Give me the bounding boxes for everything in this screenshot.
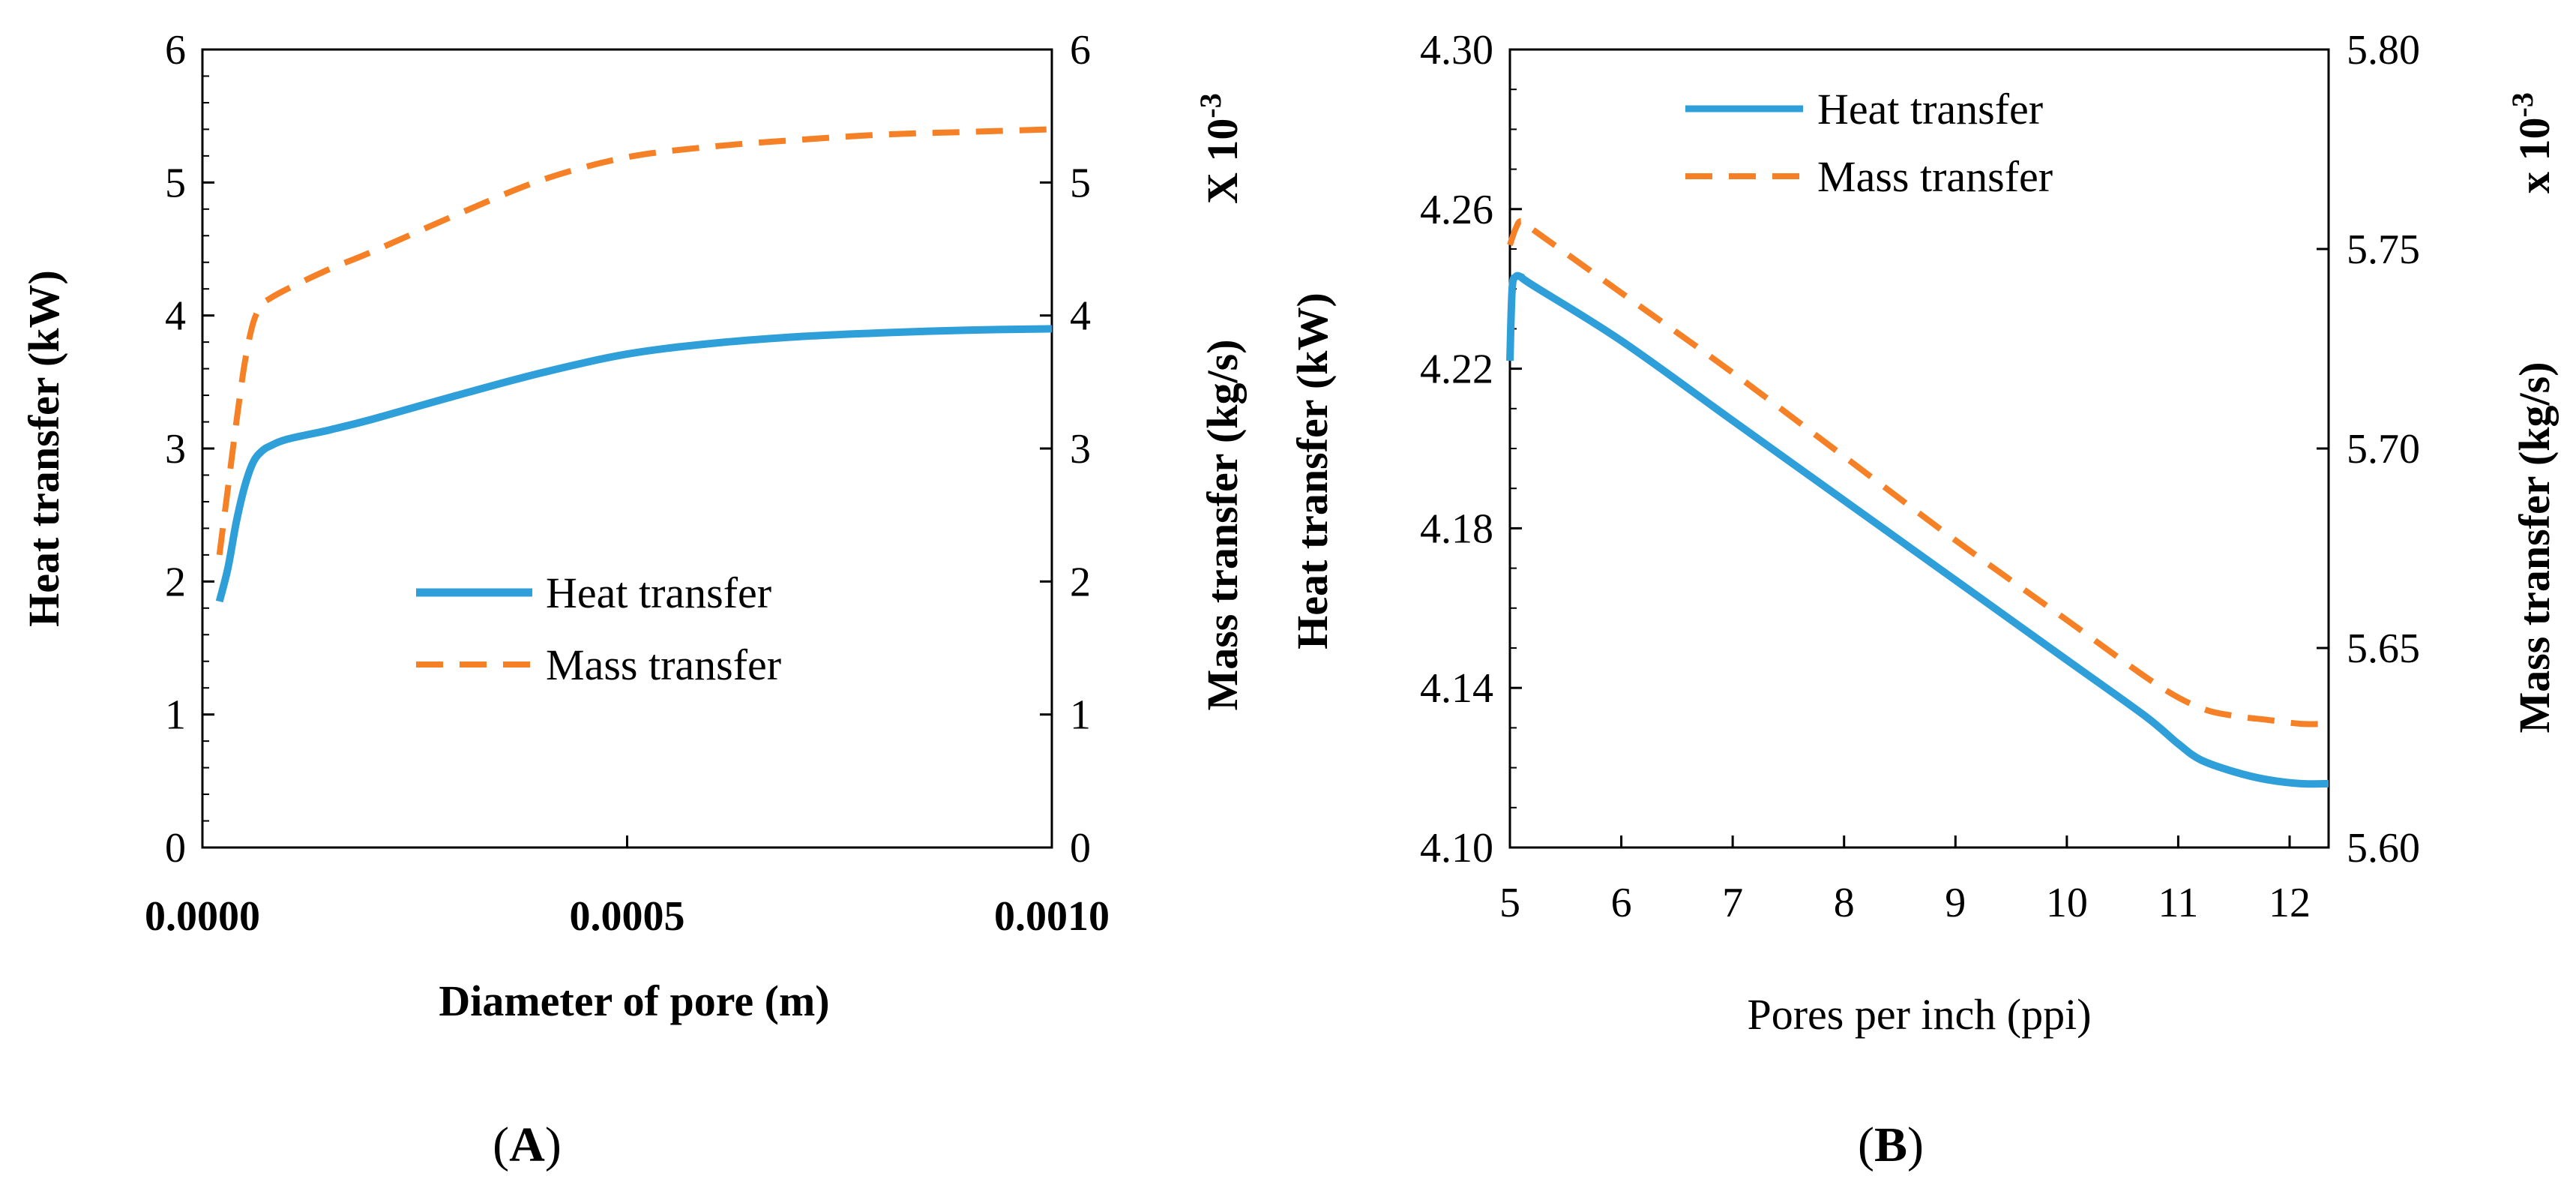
- panel-b-legend-heat-label: Heat transfer: [1817, 85, 2043, 134]
- panel-b-x-tick-label: 9: [1945, 880, 1966, 926]
- panel-a-series: [215, 126, 1053, 603]
- panel-a-legend-heat-label: Heat transfer: [546, 568, 771, 617]
- panel-b-y2-tick-label: 5.60: [2347, 825, 2420, 872]
- panel-b-y2-tick-label: 5.70: [2347, 426, 2420, 472]
- panel-b-y2-tick-label: 5.75: [2347, 226, 2420, 273]
- panel-a-y2-ticks: 0 1 2 3 4 5 6: [1040, 27, 1091, 872]
- panel-a-y2-tick-label: 5: [1070, 160, 1091, 206]
- panel-b-x-ticks: 5 6 7 8 9 10 11 12: [1499, 836, 2311, 926]
- panel-b-series: [1506, 217, 2329, 788]
- panel-a-series-mass-transfer-line: [216, 126, 1053, 556]
- panel-b-x-tick-label: 7: [1722, 880, 1743, 926]
- panel-a-y-tick-label: 3: [165, 426, 186, 472]
- panel-a-x-tick-label: 0.0010: [994, 893, 1110, 940]
- panel-a-plot-frame: [201, 48, 1053, 849]
- panel-b-y2-tick-label: 5.65: [2347, 626, 2420, 672]
- panel-b-series-heat-transfer-line: [1506, 272, 2329, 788]
- panel-b-x-tick-label: 8: [1834, 880, 1855, 926]
- panel-a-y2-tick-label: 0: [1070, 825, 1091, 872]
- panel-b-y-tick-label: 4.30: [1420, 27, 1493, 74]
- panel-a-y-tick-label: 5: [165, 160, 186, 206]
- panel-b-label-letter: B: [1874, 1118, 1907, 1172]
- panel-b-y-tick-label: 4.26: [1420, 187, 1493, 233]
- panel-a-y-tick-label: 2: [165, 559, 186, 605]
- panel-a-y2-axis-label: Mass transfer (kg/s): [1198, 339, 1247, 710]
- panel-a-x-axis-label: Diameter of pore (m): [439, 976, 829, 1025]
- panel-b-y-axis-label: Heat transfer (kW): [1288, 292, 1337, 650]
- panel-a-y2-multiplier-base: X 10: [1198, 118, 1247, 204]
- panel-b-label: (B): [1858, 1118, 1924, 1172]
- panel-b-y2-tick-label: 5.80: [2347, 27, 2420, 74]
- panel-b-y-tick-label: 4.14: [1420, 665, 1493, 712]
- panel-b-y-tick-label: 4.10: [1420, 825, 1493, 872]
- panel-b-y2-multiplier-base: x 10: [2510, 118, 2559, 194]
- panel-a-series-heat-transfer-line: [215, 325, 1053, 603]
- panel-b-y2-ticks: 5.60 5.65 5.70 5.75 5.80: [2317, 27, 2420, 872]
- panel-a-x-tick-label: 0.0000: [145, 893, 260, 940]
- panel-b-y-tick-label: 4.22: [1420, 346, 1493, 393]
- panel-a-legend-mass-label: Mass transfer: [546, 640, 781, 689]
- panel-b-y-tick-label: 4.18: [1420, 506, 1493, 552]
- panel-a-y2-multiplier-exponent: -3: [1194, 93, 1227, 118]
- panel-b-x-tick-label: 5: [1499, 880, 1520, 926]
- panel-a-x-ticks: 0.0000 0.0005 0.0010: [145, 836, 1110, 940]
- panel-b-y2-multiplier: x 10-3: [2506, 92, 2559, 194]
- panel-a-y2-multiplier: X 10-3: [1194, 93, 1247, 204]
- panel-a-y2-tick-label: 4: [1070, 293, 1091, 340]
- panel-a-y-tick-label: 4: [165, 293, 186, 340]
- panel-a-y-tick-label: 1: [165, 692, 186, 739]
- panel-a-y2-tick-label: 2: [1070, 559, 1091, 605]
- panel-b-x-axis-label: Pores per inch (ppi): [1747, 990, 2091, 1039]
- panel-b-y2-axis-label: Mass transfer (kg/s): [2510, 362, 2559, 733]
- panel-b-x-tick-label: 12: [2269, 880, 2311, 926]
- panel-a-y2-tick-label: 3: [1070, 426, 1091, 472]
- panel-a-label-letter: A: [509, 1118, 545, 1172]
- panel-b-x-tick-label: 6: [1611, 880, 1632, 926]
- panel-a-y2-tick-label: 1: [1070, 692, 1091, 739]
- panel-a-y-ticks: 0 1 2 3 4 5 6: [165, 27, 214, 872]
- panel-a-label: (A): [493, 1118, 562, 1172]
- panel-b-legend-mass-label: Mass transfer: [1817, 152, 2053, 201]
- panel-b-x-tick-label: 11: [2158, 880, 2198, 926]
- panel-a-y-tick-label: 0: [165, 825, 186, 872]
- panel-a: 0 1 2 3 4 5 6 0 1 2 3 4 5 6 0.0000 0.0005 0.0010 Heat …: [19, 27, 1247, 1172]
- panel-a-y2-tick-label: 6: [1070, 27, 1091, 74]
- panel-b-x-tick-label: 10: [2046, 880, 2088, 926]
- panel-a-legend: Heat transfer Mass transfer: [416, 568, 781, 689]
- panel-b-legend: Heat transfer Mass transfer: [1685, 85, 2053, 201]
- panel-b: 4.10 4.14 4.18 4.22 4.26 4.30 5.60 5.65 5.70 5.7…: [1288, 27, 2559, 1172]
- panel-a-y-tick-label: 6: [165, 27, 186, 74]
- panel-a-y-axis-label: Heat transfer (kW): [19, 270, 68, 627]
- panel-b-series-mass-transfer-line: [1507, 217, 2329, 728]
- panel-a-x-tick-label: 0.0005: [570, 893, 685, 940]
- panel-b-y-ticks: 4.10 4.14 4.18 4.22 4.26 4.30: [1420, 27, 1522, 872]
- panel-b-y2-multiplier-exponent: -3: [2506, 92, 2539, 117]
